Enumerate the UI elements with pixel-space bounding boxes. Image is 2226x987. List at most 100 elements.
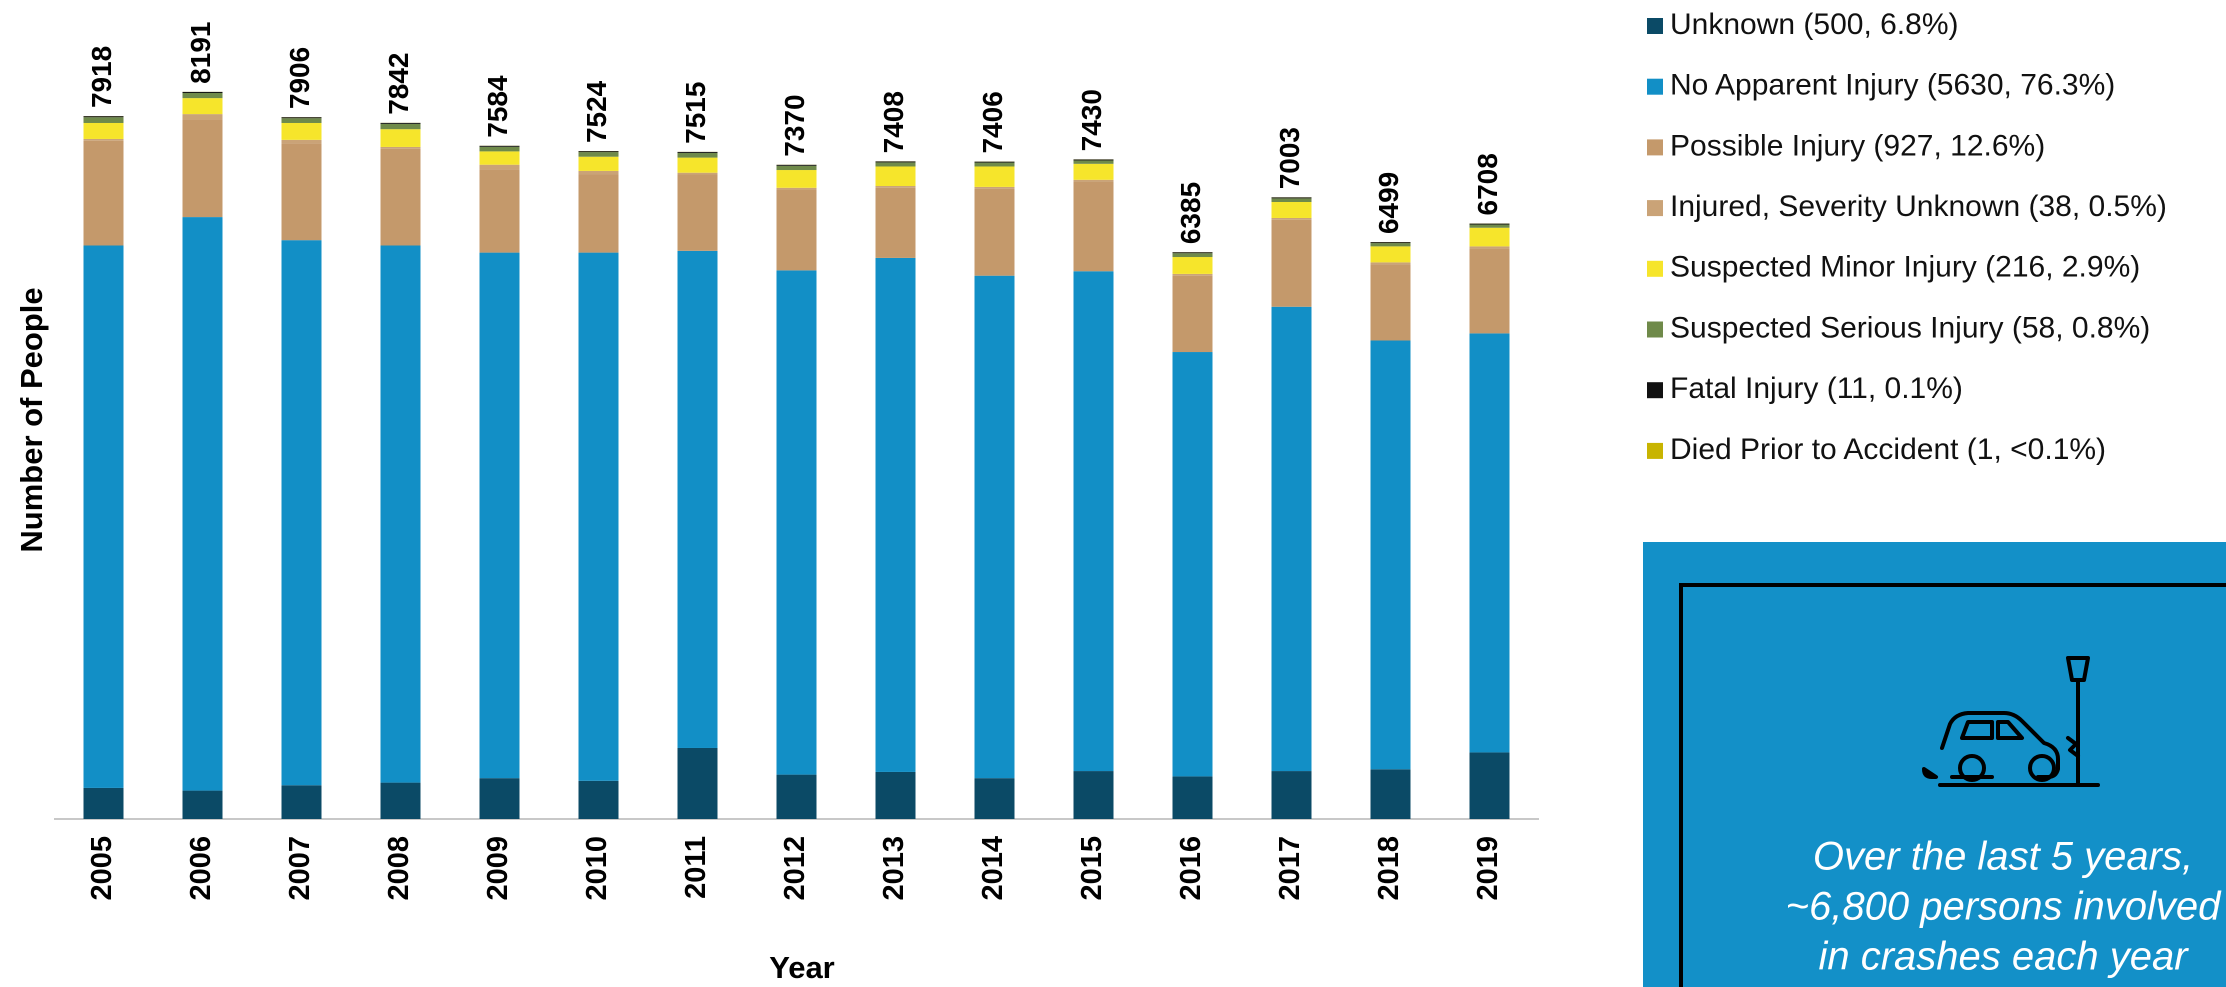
total-label: 7430 xyxy=(1076,89,1107,151)
y-axis-title: Number of People xyxy=(14,287,49,552)
x-tick-label: 2007 xyxy=(284,836,316,901)
bar-segment xyxy=(83,140,124,246)
legend-swatch xyxy=(1647,382,1663,399)
bar-segment xyxy=(776,774,817,819)
bar-segment xyxy=(1073,771,1114,819)
bar-segment xyxy=(1469,227,1510,247)
info-text: in crashes each year xyxy=(1818,935,2189,979)
bar-segment xyxy=(1469,752,1510,819)
bar-segment xyxy=(281,785,322,819)
x-tick-label: 2019 xyxy=(1472,836,1504,901)
bar-segment xyxy=(1370,262,1411,265)
legend-label: Unknown (500, 6.8%) xyxy=(1670,8,1959,41)
bar-segment xyxy=(83,138,124,141)
bar-segment xyxy=(1271,201,1312,218)
bar-segment xyxy=(1073,159,1114,161)
bar-segment xyxy=(1469,246,1510,249)
bar-segment xyxy=(479,145,520,147)
bar-segment xyxy=(479,252,520,779)
bar-segment xyxy=(83,117,124,123)
bar-segment xyxy=(479,778,520,819)
bar-segment xyxy=(281,122,322,140)
total-label: 8191 xyxy=(185,22,216,84)
bar-segment xyxy=(875,771,916,819)
bar-segment xyxy=(281,143,322,241)
total-label: 6708 xyxy=(1472,153,1503,215)
bar-segment xyxy=(1370,264,1411,341)
bar-segment xyxy=(182,92,223,99)
info-frame xyxy=(1679,583,2226,987)
legend-label: Possible Injury (927, 12.6%) xyxy=(1670,129,2045,162)
bar-segment xyxy=(1469,224,1510,228)
bar-segment xyxy=(182,98,223,115)
bar-segment xyxy=(1172,776,1213,819)
total-label: 7370 xyxy=(779,94,810,156)
bar-segment xyxy=(875,186,916,188)
bar-segment xyxy=(875,257,916,772)
crash-icon xyxy=(1922,656,2100,787)
total-label: 7515 xyxy=(680,82,711,144)
x-tick-label: 2006 xyxy=(185,836,217,901)
bar-segment xyxy=(1271,219,1312,307)
bar-segment xyxy=(974,188,1015,276)
info-box xyxy=(1643,542,2226,987)
x-tick-label: 2005 xyxy=(86,836,118,901)
bar-segment xyxy=(578,174,619,253)
legend-label: Injured, Severity Unknown (38, 0.5%) xyxy=(1670,190,2167,223)
x-tick-label: 2011 xyxy=(680,836,712,899)
bar-segment xyxy=(1172,257,1213,274)
info-text: ~6,800 persons involved xyxy=(1786,885,2223,929)
bar-segment xyxy=(1073,179,1114,182)
bar-segment xyxy=(1172,352,1213,777)
legend-label: No Apparent Injury (5630, 76.3%) xyxy=(1670,69,2115,102)
bar-segment xyxy=(1271,306,1312,772)
bar-segment xyxy=(677,174,718,251)
bar-segment xyxy=(83,787,124,819)
bar-segment xyxy=(1172,253,1213,258)
total-label: 7842 xyxy=(383,53,414,115)
bar-segment xyxy=(281,117,322,119)
total-label: 7918 xyxy=(86,46,117,108)
total-label: 7584 xyxy=(482,75,513,138)
bar-segment xyxy=(1370,243,1411,247)
x-tick-label: 2008 xyxy=(383,836,415,901)
bar-segment xyxy=(1271,197,1312,199)
bar-segment xyxy=(776,187,817,190)
bar-segment xyxy=(182,114,223,120)
bar-segment xyxy=(677,250,718,748)
bar-segment xyxy=(1469,333,1510,753)
x-tick-label: 2016 xyxy=(1175,836,1207,901)
bar-segment xyxy=(578,780,619,819)
bar-segment xyxy=(1271,771,1312,819)
bar-segment xyxy=(677,152,718,158)
bar-segment xyxy=(83,245,124,788)
total-label: 7003 xyxy=(1274,127,1305,189)
bar-segment xyxy=(281,118,322,123)
bar-segment xyxy=(1271,217,1312,220)
bar-segment xyxy=(677,151,718,153)
legend-label: Suspected Minor Injury (216, 2.9%) xyxy=(1670,251,2140,284)
bar-segment xyxy=(974,162,1015,167)
bar-segment xyxy=(776,189,817,271)
bar-segment xyxy=(182,119,223,218)
total-label: 7406 xyxy=(977,91,1008,153)
bar-segment xyxy=(677,172,718,175)
bar-segment xyxy=(182,790,223,819)
bar-segment xyxy=(578,170,619,175)
bar-segment xyxy=(479,151,520,165)
bar-segment xyxy=(1172,252,1213,254)
total-label: 6385 xyxy=(1175,182,1206,244)
legend-swatch xyxy=(1647,139,1663,156)
bar-segment xyxy=(776,270,817,775)
bar-segment xyxy=(182,91,223,93)
legend-swatch xyxy=(1647,200,1663,217)
bar-segment xyxy=(578,151,619,153)
bar-segment xyxy=(578,252,619,781)
bar-segment xyxy=(380,782,421,819)
total-label: 7906 xyxy=(284,47,315,109)
bar-segment xyxy=(974,166,1015,187)
legend-swatch xyxy=(1647,260,1663,277)
bar-segment xyxy=(974,186,1015,189)
x-tick-label: 2015 xyxy=(1076,836,1108,901)
